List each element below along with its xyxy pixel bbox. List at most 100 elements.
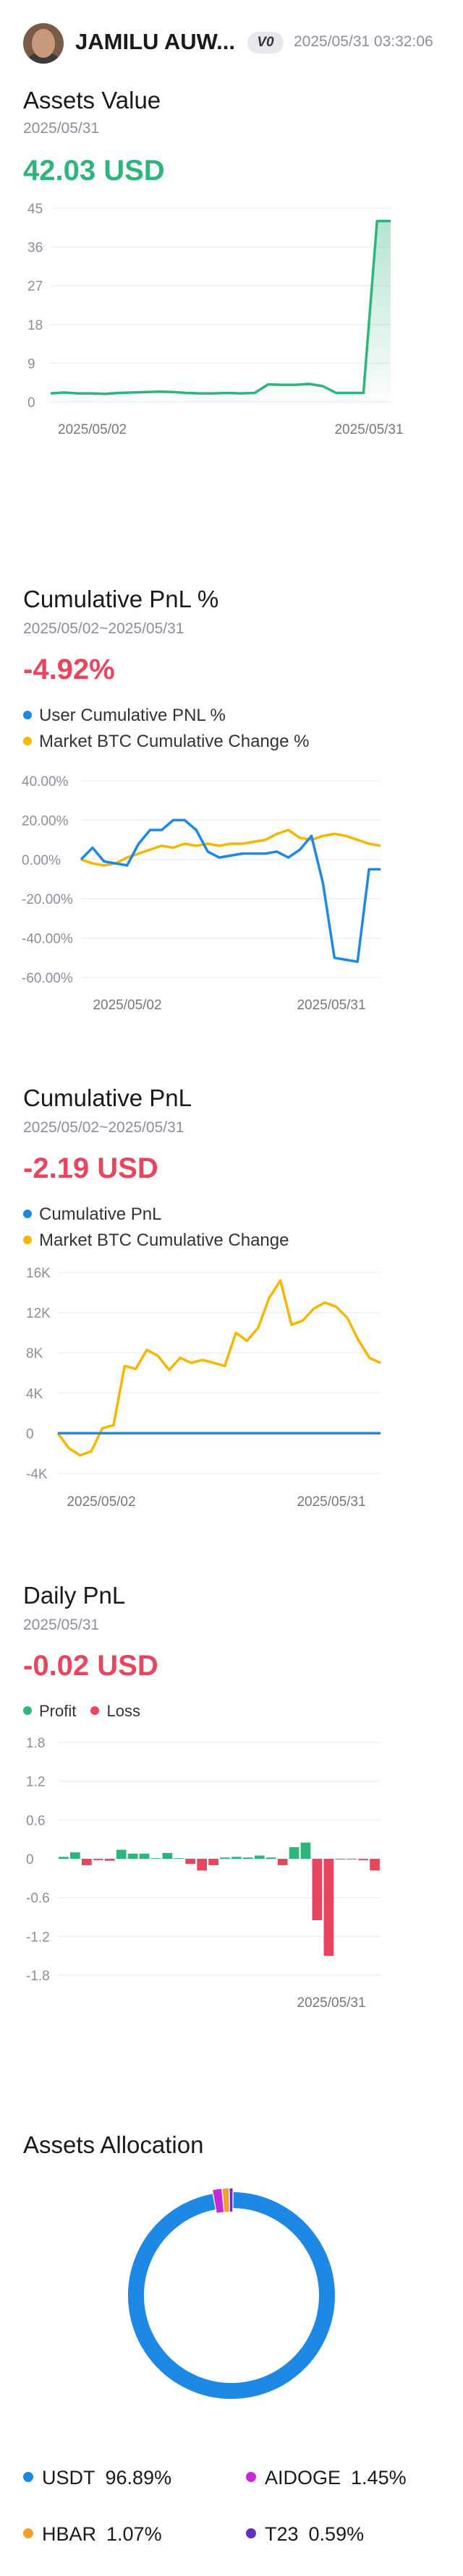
legend-dot-blue xyxy=(23,1209,32,1218)
allocation-label: HBAR xyxy=(42,2523,97,2545)
daily-bar xyxy=(162,1852,173,1859)
daily-bar xyxy=(312,1859,323,1920)
cum-pnl-pct-value: -4.92% xyxy=(23,654,115,685)
daily-pnl-legend: Profit Loss xyxy=(23,1702,140,1721)
y-tick-label: 18 xyxy=(27,318,43,333)
cum-pnl-pct-legend-user: User Cumulative PNL % xyxy=(23,706,226,726)
daily-bar xyxy=(243,1857,253,1859)
y-tick-label: 16K xyxy=(26,1266,51,1281)
daily-bar xyxy=(347,1859,357,1860)
allocation-item-aidoge: AIDOGE 1.45% xyxy=(246,2467,407,2489)
dot-hbar xyxy=(23,2528,33,2538)
x-tick-label: 2025/05/02 xyxy=(67,1494,135,1510)
y-tick-label: 8K xyxy=(26,1346,43,1361)
cum-pnl-pct-legend-btc: Market BTC Cumulative Change % xyxy=(23,732,309,752)
snapshot-datetime: 2025/05/31 03:32:06 xyxy=(294,33,433,50)
daily-bar xyxy=(254,1855,265,1859)
daily-bar xyxy=(104,1859,115,1861)
legend-dot-yellow xyxy=(23,1235,32,1244)
daily-bar xyxy=(323,1859,334,1956)
cum-pnl-chart[interactable]: 16K 12K 8K 4K 0 -4K 2025/05/02 2025/05/31 xyxy=(0,1258,463,1547)
series-line-1 xyxy=(80,829,381,867)
allocation-label: USDT xyxy=(42,2467,95,2489)
allocation-title: Assets Allocation xyxy=(23,2131,204,2158)
legend-dot-yellow xyxy=(23,736,32,745)
daily-bar xyxy=(150,1858,161,1860)
allocation-pct: 1.07% xyxy=(106,2523,162,2545)
assets-value-title: Assets Value xyxy=(23,87,161,114)
y-tick-label: 0 xyxy=(26,1426,34,1442)
header: JAMILU AUW... V0 2025/05/31 03:32:06 xyxy=(0,0,463,87)
dot-aidoge xyxy=(246,2472,256,2482)
assets-area-fill xyxy=(51,221,391,402)
x-tick-label: 2025/05/31 xyxy=(334,422,403,437)
daily-pnl-value: -0.02 USD xyxy=(23,1650,158,1682)
legend-label: Market BTC Cumulative Change xyxy=(39,1231,289,1250)
cum-pnl-title: Cumulative PnL xyxy=(23,1084,192,1111)
series-line-0 xyxy=(80,818,381,963)
username: JAMILU AUW... xyxy=(75,29,236,54)
legend-label: User Cumulative PNL % xyxy=(39,706,226,725)
y-tick-label: 12K xyxy=(26,1306,51,1322)
allocation-pct: 0.59% xyxy=(308,2523,365,2545)
x-tick-label: 2025/05/02 xyxy=(93,998,161,1013)
allocation-pct: 1.45% xyxy=(351,2467,407,2489)
daily-bar xyxy=(232,1857,242,1859)
legend-label: Cumulative PnL xyxy=(39,1204,162,1224)
avatar-shoulders xyxy=(26,52,61,64)
assets-value-amount: 42.03 USD xyxy=(23,155,165,187)
assets-value-date: 2025/05/31 xyxy=(23,120,100,137)
daily-pnl-title: Daily PnL xyxy=(23,1582,126,1609)
legend-label: Market BTC Cumulative Change % xyxy=(39,732,310,751)
cum-pnl-pct-title: Cumulative PnL % xyxy=(23,586,219,612)
dot-t23 xyxy=(246,2528,256,2538)
allocation-label: AIDOGE xyxy=(265,2467,341,2489)
x-tick-label: 2025/05/31 xyxy=(297,1995,365,2011)
daily-bar xyxy=(266,1857,276,1859)
y-tick-label: -40.00% xyxy=(22,932,73,947)
y-tick-label: -1.2 xyxy=(26,1930,50,1945)
legend-label-profit: Profit xyxy=(39,1702,77,1720)
daily-bar xyxy=(277,1859,288,1865)
daily-bar xyxy=(197,1859,207,1871)
daily-pnl-chart[interactable]: 1.8 1.2 0.6 0 -0.6 -1.2 -1.8 2025/05/31 xyxy=(0,1728,463,2053)
y-tick-label: 0 xyxy=(27,395,35,411)
assets-value-chart[interactable]: 45 36 27 18 9 0 2025/05/02 2025/05/31 xyxy=(0,195,463,484)
allocation-item-usdt: USDT 96.89% xyxy=(23,2467,171,2489)
daily-bar xyxy=(139,1853,150,1859)
y-tick-label: -1.8 xyxy=(26,1969,50,1984)
dot-usdt xyxy=(23,2472,33,2482)
y-tick-label: 27 xyxy=(27,279,43,294)
y-tick-label: 1.8 xyxy=(26,1736,45,1751)
y-tick-label: 20.00% xyxy=(22,813,69,829)
daily-bar xyxy=(370,1859,380,1871)
daily-bar xyxy=(185,1859,195,1865)
series-line-1 xyxy=(56,1279,381,1457)
avatar[interactable] xyxy=(23,23,64,64)
y-tick-label: -60.00% xyxy=(22,971,73,986)
daily-bar xyxy=(335,1859,346,1860)
daily-bar xyxy=(358,1859,368,1860)
legend-dot-green xyxy=(23,1706,32,1716)
legend-dot-red xyxy=(90,1706,100,1716)
daily-bar xyxy=(300,1842,311,1859)
y-tick-label: 36 xyxy=(27,241,43,256)
y-tick-label: -0.6 xyxy=(26,1891,50,1907)
daily-bar xyxy=(127,1853,138,1859)
x-tick-label: 2025/05/02 xyxy=(58,422,127,437)
daily-bar xyxy=(220,1857,230,1859)
daily-bar xyxy=(174,1858,184,1860)
y-tick-label: 4K xyxy=(26,1387,43,1402)
daily-bar xyxy=(70,1852,80,1859)
y-tick-label: 45 xyxy=(27,202,43,217)
daily-bar xyxy=(93,1859,103,1860)
y-tick-label: -20.00% xyxy=(22,892,73,907)
x-tick-label: 2025/05/31 xyxy=(297,998,365,1013)
allocation-label: T23 xyxy=(265,2523,299,2545)
allocation-donut-chart[interactable] xyxy=(0,2169,463,2422)
allocation-item-hbar: HBAR 1.07% xyxy=(23,2523,162,2546)
cum-pnl-pct-chart[interactable]: 40.00% 20.00% 0.00% -20.00% -40.00% -60.00% 20… xyxy=(0,759,463,1041)
y-tick-label: -4K xyxy=(26,1467,48,1482)
cum-pnl-legend-user: Cumulative PnL xyxy=(23,1204,161,1225)
